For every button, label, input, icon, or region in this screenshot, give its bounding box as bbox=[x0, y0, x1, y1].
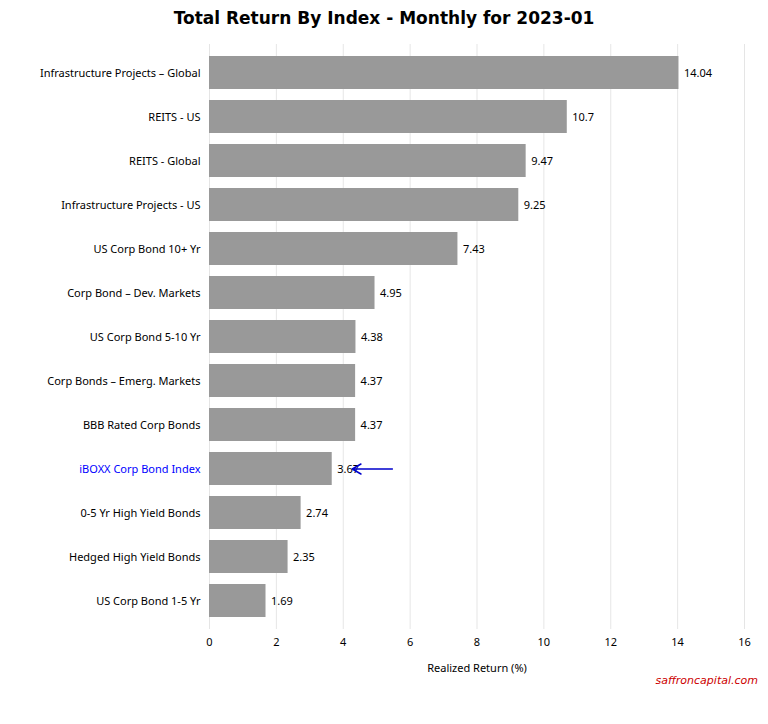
svg-text:4.95: 4.95 bbox=[380, 285, 402, 300]
svg-text:BBB Rated Corp Bonds: BBB Rated Corp Bonds bbox=[83, 417, 201, 432]
svg-text:2: 2 bbox=[273, 634, 279, 649]
svg-text:1.69: 1.69 bbox=[271, 593, 293, 608]
svg-text:4: 4 bbox=[340, 634, 347, 649]
svg-text:7.43: 7.43 bbox=[463, 241, 485, 256]
svg-text:0: 0 bbox=[206, 634, 212, 649]
svg-text:3.67: 3.67 bbox=[337, 461, 359, 476]
svg-text:US Corp Bond 1-5 Yr: US Corp Bond 1-5 Yr bbox=[96, 593, 201, 608]
svg-text:REITS - US: REITS - US bbox=[148, 109, 200, 124]
svg-text:16: 16 bbox=[738, 634, 751, 649]
svg-text:4.37: 4.37 bbox=[361, 373, 383, 388]
html-text:saffroncapital.com: saffroncapital.com bbox=[655, 674, 758, 687]
svg-text:iBOXX Corp Bond Index: iBOXX Corp Bond Index bbox=[79, 461, 200, 476]
svg-text:2.74: 2.74 bbox=[306, 505, 329, 520]
svg-text:Realized Return (%): Realized Return (%) bbox=[427, 660, 527, 675]
svg-text:0-5 Yr High Yield Bonds: 0-5 Yr High Yield Bonds bbox=[80, 505, 200, 520]
svg-text:9.25: 9.25 bbox=[524, 197, 546, 212]
svg-text:2.35: 2.35 bbox=[293, 549, 315, 564]
svg-text:14: 14 bbox=[671, 634, 684, 649]
svg-text:12: 12 bbox=[604, 634, 617, 649]
svg-text:Hedged High Yield Bonds: Hedged High Yield Bonds bbox=[69, 549, 201, 564]
svg-text:Corp Bonds – Emerg. Markets: Corp Bonds – Emerg. Markets bbox=[47, 373, 200, 388]
svg-text:Infrastructure Projects - US: Infrastructure Projects - US bbox=[61, 197, 200, 212]
svg-text:US Corp Bond 10+ Yr: US Corp Bond 10+ Yr bbox=[93, 241, 201, 256]
svg-text:6: 6 bbox=[407, 634, 413, 649]
svg-text:9.47: 9.47 bbox=[531, 153, 553, 168]
svg-text:US Corp Bond 5-10 Yr: US Corp Bond 5-10 Yr bbox=[90, 329, 201, 344]
svg-text:REITS - Global: REITS - Global bbox=[129, 153, 200, 168]
svg-text:Corp Bond – Dev. Markets: Corp Bond – Dev. Markets bbox=[67, 285, 200, 300]
svg-text:10: 10 bbox=[538, 634, 551, 649]
svg-text:4.38: 4.38 bbox=[361, 329, 383, 344]
svg-text:Infrastructure Projects – Glob: Infrastructure Projects – Global bbox=[40, 65, 201, 80]
svg-text:14.04: 14.04 bbox=[684, 65, 713, 80]
svg-text:10.7: 10.7 bbox=[572, 109, 594, 124]
svg-text:8: 8 bbox=[474, 634, 480, 649]
html-text:Total Return By Index - Monthl: Total Return By Index - Monthly for 2023… bbox=[173, 8, 595, 28]
svg-text:4.37: 4.37 bbox=[361, 417, 383, 432]
